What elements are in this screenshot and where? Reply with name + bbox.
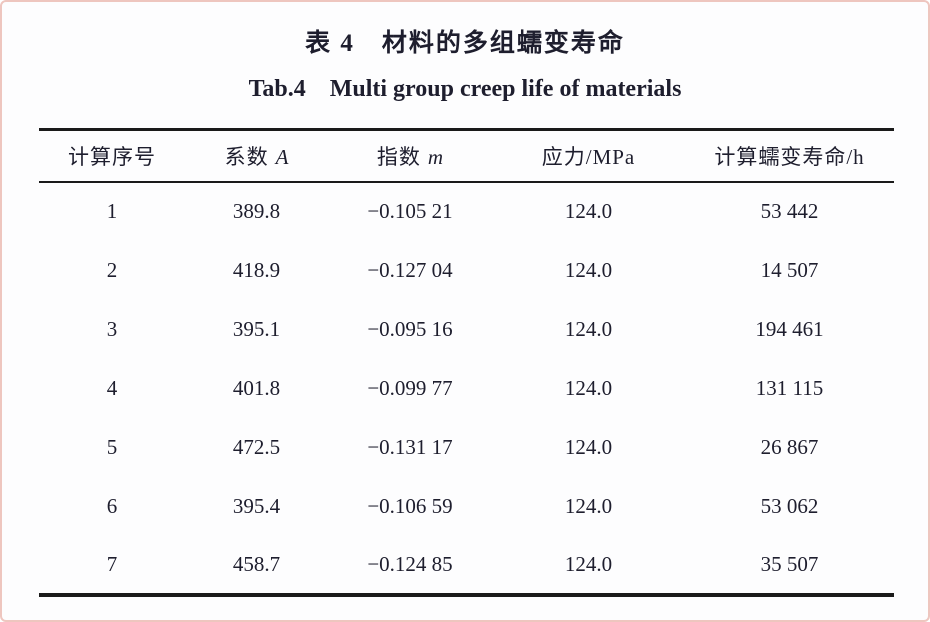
cell-coefficient: 395.1	[232, 316, 281, 341]
cell-coefficient: 458.7	[232, 551, 281, 576]
table-body: 1 389.8 −0.105 21 124.0 53 442 2 418.9 −…	[39, 182, 894, 595]
cell-creep-life: 194 461	[755, 316, 824, 341]
cell-stress: 124.0	[564, 375, 613, 400]
table-row: 5 472.5 −0.131 17 124.0 26 867	[39, 418, 894, 477]
cell-exponent: −0.106 59	[367, 493, 453, 518]
cell-index: 4	[106, 375, 118, 400]
table-row: 3 395.1 −0.095 16 124.0 194 461	[39, 300, 894, 359]
cell-creep-life: 131 115	[755, 375, 824, 400]
col-header-exponent: 指数 m	[328, 129, 492, 183]
cell-exponent: −0.131 17	[367, 434, 453, 459]
cell-stress: 124.0	[564, 316, 613, 341]
cell-coefficient: 395.4	[232, 493, 281, 518]
col-header-coefficient: 系数 A	[185, 129, 328, 183]
cell-creep-life: 35 507	[760, 551, 819, 576]
cell-stress: 124.0	[564, 434, 613, 459]
cell-stress: 124.0	[564, 493, 613, 518]
cell-stress: 124.0	[564, 199, 613, 224]
cell-creep-life: 26 867	[760, 434, 819, 459]
col-header-label: 应力/MPa	[541, 145, 636, 170]
cell-creep-life: 53 442	[760, 199, 819, 224]
cell-stress: 124.0	[564, 257, 613, 282]
col-header-stress: 应力/MPa	[492, 129, 685, 183]
col-header-creep-life: 计算蠕变寿命/h	[685, 129, 894, 183]
cell-exponent: −0.105 21	[367, 199, 453, 224]
cell-coefficient: 401.8	[232, 375, 281, 400]
cell-coefficient: 389.8	[232, 199, 281, 224]
cell-creep-life: 53 062	[760, 493, 819, 518]
table-header: 计算序号 系数 A 指数 m 应力/MPa 计算蠕变寿命/h	[39, 129, 894, 183]
col-header-index: 计算序号	[39, 129, 185, 183]
cell-index: 5	[106, 434, 118, 459]
table-row: 2 418.9 −0.127 04 124.0 14 507	[39, 241, 894, 300]
cell-coefficient: 472.5	[232, 434, 281, 459]
col-header-label: 系数	[224, 145, 269, 170]
col-header-label: 指数	[376, 145, 421, 170]
cell-index: 2	[106, 257, 118, 282]
cell-index: 7	[106, 551, 118, 576]
col-header-label: 计算蠕变寿命/h	[714, 145, 865, 170]
cell-index: 1	[106, 199, 118, 224]
cell-creep-life: 14 507	[760, 257, 819, 282]
cell-coefficient: 418.9	[232, 257, 281, 282]
table-row: 1 389.8 −0.105 21 124.0 53 442	[39, 182, 894, 241]
cell-exponent: −0.099 77	[367, 375, 453, 400]
creep-life-table: 计算序号 系数 A 指数 m 应力/MPa 计算蠕变寿命/h 1 389.8 −0.…	[39, 128, 894, 597]
col-header-symbol: m	[427, 145, 444, 170]
cell-stress: 124.0	[564, 551, 613, 576]
table-row: 4 401.8 −0.099 77 124.0 131 115	[39, 359, 894, 418]
table-caption-en: Tab.4 Multi group creep life of material…	[248, 76, 682, 103]
cell-index: 6	[106, 493, 118, 518]
table-row: 6 395.4 −0.106 59 124.0 53 062	[39, 477, 894, 536]
table-caption-zh: 表 4 材料的多组蠕变寿命	[305, 30, 625, 57]
table-header-row: 计算序号 系数 A 指数 m 应力/MPa 计算蠕变寿命/h	[39, 129, 894, 183]
cell-exponent: −0.095 16	[367, 316, 453, 341]
cell-exponent: −0.124 85	[367, 551, 453, 576]
col-header-label: 计算序号	[68, 145, 156, 170]
cell-exponent: −0.127 04	[367, 257, 453, 282]
col-header-symbol: A	[275, 145, 289, 170]
cell-index: 3	[106, 316, 118, 341]
table-row: 7 458.7 −0.124 85 124.0 35 507	[39, 536, 894, 595]
